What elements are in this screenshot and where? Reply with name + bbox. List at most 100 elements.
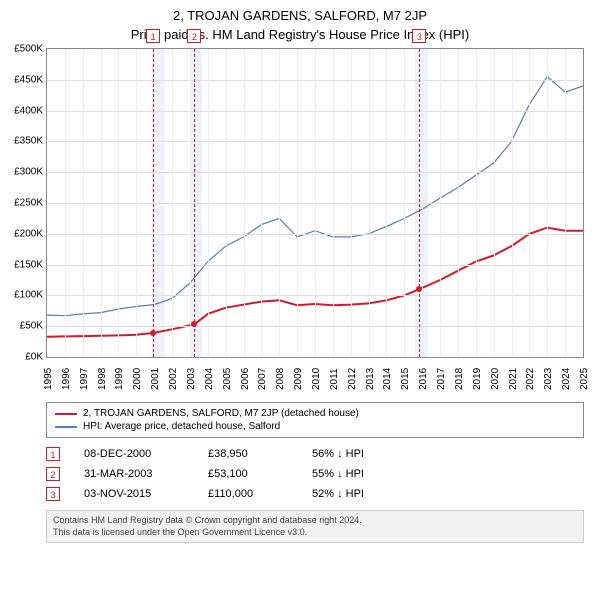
marker-row-badge: 3	[46, 487, 60, 501]
x-tick-label: 1995	[43, 368, 54, 390]
marker-row: 2 31-MAR-2003 £53,100 55% ↓ HPI	[46, 464, 584, 484]
chart-marker-badge: 1	[146, 29, 160, 43]
x-tick-label: 2002	[168, 368, 179, 390]
chart-x-axis: 1995 1996 1997 1998 1999 2000 2001 2002 2003 2004…	[46, 358, 584, 394]
chart-container: 2, TROJAN GARDENS, SALFORD, M7 2JP Price…	[0, 0, 600, 590]
x-tick-label: 2021	[508, 368, 519, 390]
x-tick-label: 2001	[150, 368, 161, 390]
chart-sale-dot	[191, 321, 197, 327]
chart-marker-vline	[419, 49, 420, 357]
x-gridline	[565, 49, 566, 357]
x-tick-label: 2025	[579, 368, 590, 390]
marker-row-date: 03-NOV-2015	[84, 488, 184, 500]
x-gridline	[65, 49, 66, 357]
marker-row-badge: 1	[46, 447, 60, 461]
x-tick-label: 2008	[275, 368, 286, 390]
x-gridline	[494, 49, 495, 357]
x-tick-label: 2007	[257, 368, 268, 390]
chart-sale-dot	[416, 286, 422, 292]
legend-swatch	[55, 426, 77, 428]
x-gridline	[369, 49, 370, 357]
x-tick-label: 1997	[79, 368, 90, 390]
x-gridline	[172, 49, 173, 357]
x-gridline	[440, 49, 441, 357]
x-gridline	[136, 49, 137, 357]
x-gridline	[386, 49, 387, 357]
chart-plot-area: £0K£50K£100K£150K£200K£250K£300K£350K£40…	[46, 48, 584, 358]
legend-swatch	[55, 413, 77, 415]
x-tick-label: 2014	[382, 368, 393, 390]
marker-row-price: £38,950	[208, 448, 288, 460]
x-tick-label: 2000	[132, 368, 143, 390]
chart-title-address: 2, TROJAN GARDENS, SALFORD, M7 2JP	[0, 0, 600, 23]
x-gridline	[118, 49, 119, 357]
x-gridline	[244, 49, 245, 357]
x-gridline	[190, 49, 191, 357]
x-gridline	[208, 49, 209, 357]
marker-row: 3 03-NOV-2015 £110,000 52% ↓ HPI	[46, 484, 584, 504]
x-gridline	[547, 49, 548, 357]
marker-row-delta: 52% ↓ HPI	[312, 488, 364, 500]
legend-label: HPI: Average price, detached house, Salf…	[83, 421, 280, 432]
chart-title-subtitle: Price paid vs. HM Land Registry's House …	[0, 23, 600, 48]
marker-row: 108-DEC-2000£38,95056% ↓ HPI	[46, 444, 584, 464]
x-tick-label: 2022	[525, 368, 536, 390]
x-tick-label: 2010	[311, 368, 322, 390]
x-gridline	[154, 49, 155, 357]
x-tick-label: 2003	[186, 368, 197, 390]
y-tick-label: £450K	[1, 74, 43, 85]
x-tick-label: 2004	[204, 368, 215, 390]
x-tick-label: 2012	[347, 368, 358, 390]
x-gridline	[512, 49, 513, 357]
x-tick-label: 2023	[543, 368, 554, 390]
marker-row-delta: 55% ↓ HPI	[312, 468, 364, 480]
y-tick-label: £100K	[1, 290, 43, 301]
legend-label: 2, TROJAN GARDENS, SALFORD, M7 2JP (deta…	[83, 408, 359, 419]
marker-row-price: £110,000	[208, 488, 288, 500]
marker-row-badge: 2	[46, 467, 60, 481]
y-tick-label: £400K	[1, 105, 43, 116]
x-gridline	[476, 49, 477, 357]
x-tick-label: 1999	[114, 368, 125, 390]
chart-marker-vline	[153, 49, 154, 357]
y-tick-label: £150K	[1, 259, 43, 270]
x-gridline	[529, 49, 530, 357]
x-tick-label: 1998	[97, 368, 108, 390]
y-tick-label: £350K	[1, 136, 43, 147]
x-tick-label: 2013	[365, 368, 376, 390]
legend-row: HPI: Average price, detached house, Salf…	[55, 420, 575, 433]
x-gridline	[315, 49, 316, 357]
x-gridline	[279, 49, 280, 357]
legend-row: 2, TROJAN GARDENS, SALFORD, M7 2JP (deta…	[55, 407, 575, 420]
y-tick-label: £500K	[1, 44, 43, 55]
x-gridline	[226, 49, 227, 357]
attribution-line1: Contains HM Land Registry data © Crown c…	[53, 515, 577, 527]
x-tick-label: 2005	[222, 368, 233, 390]
y-tick-label: £300K	[1, 167, 43, 178]
x-gridline	[101, 49, 102, 357]
chart-marker-badge: 2	[187, 29, 201, 43]
x-gridline	[458, 49, 459, 357]
x-gridline	[297, 49, 298, 357]
attribution-box: Contains HM Land Registry data © Crown c…	[46, 510, 584, 543]
sale-markers-list: 108-DEC-2000£38,95056% ↓ HPI231-MAR-2003…	[46, 444, 584, 504]
x-tick-label: 1996	[61, 368, 72, 390]
x-tick-label: 2015	[400, 368, 411, 390]
chart-sale-dot	[150, 330, 156, 336]
x-gridline	[261, 49, 262, 357]
x-tick-label: 2011	[329, 368, 340, 390]
x-gridline	[422, 49, 423, 357]
marker-row-price: £53,100	[208, 468, 288, 480]
x-tick-label: 2017	[436, 368, 447, 390]
y-tick-label: £50K	[1, 321, 43, 332]
marker-row-date: 31-MAR-2003	[84, 468, 184, 480]
x-tick-label: 2018	[454, 368, 465, 390]
attribution-line2: This data is licensed under the Open Gov…	[53, 527, 577, 539]
chart-legend: 2, TROJAN GARDENS, SALFORD, M7 2JP (deta…	[46, 402, 584, 438]
marker-row-delta: 56% ↓ HPI	[312, 448, 364, 460]
y-tick-label: £0K	[1, 352, 43, 363]
x-gridline	[351, 49, 352, 357]
x-gridline	[83, 49, 84, 357]
x-tick-label: 2020	[490, 368, 501, 390]
y-tick-label: £250K	[1, 198, 43, 209]
